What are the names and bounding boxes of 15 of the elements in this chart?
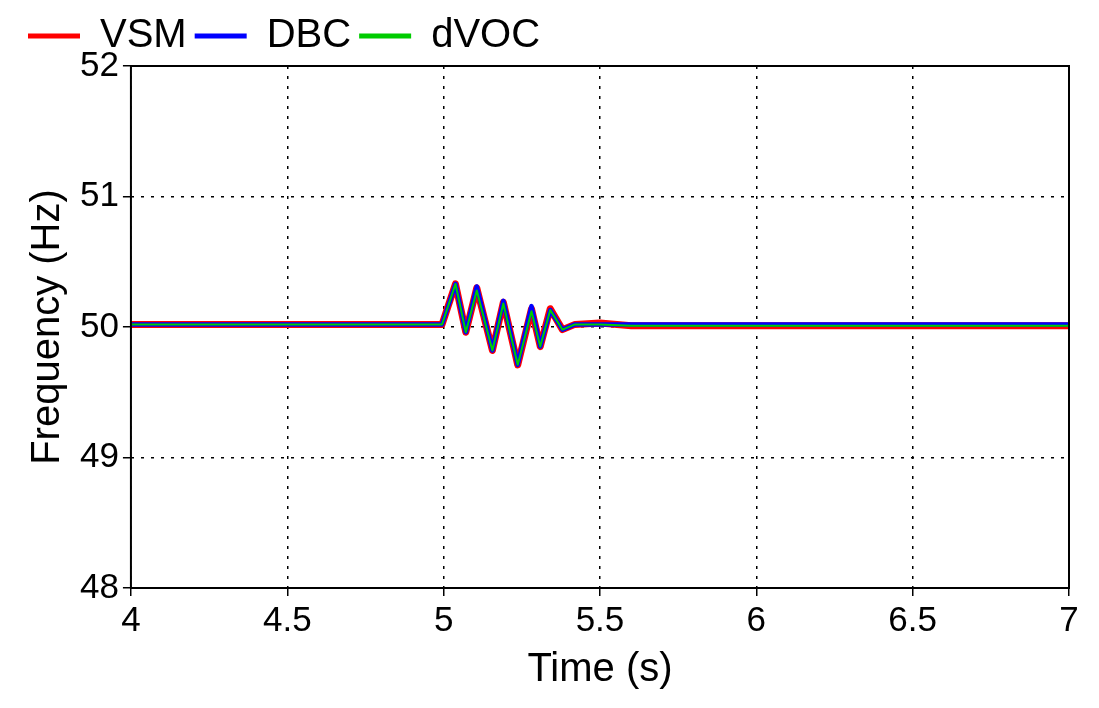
legend-label: DBC: [266, 11, 352, 56]
y-tick-label: 50: [79, 304, 119, 344]
x-axis-title: Time (s): [527, 645, 673, 690]
x-tick-label: 6.5: [888, 598, 937, 638]
y-tick-label: 48: [79, 565, 119, 605]
x-tick-label: 5.5: [575, 598, 625, 638]
y-axis-title: Frequency (Hz): [23, 189, 68, 465]
x-tick-label: 7: [1059, 598, 1079, 638]
legend-label: dVOC: [431, 11, 541, 56]
x-tick-label: 5: [433, 598, 454, 638]
y-tick-label: 49: [79, 435, 119, 475]
x-tick-label: 4: [121, 598, 141, 638]
x-tick-label: 4.5: [262, 598, 312, 638]
x-tick-label: 6: [746, 598, 767, 638]
y-tick-label: 51: [79, 174, 119, 214]
